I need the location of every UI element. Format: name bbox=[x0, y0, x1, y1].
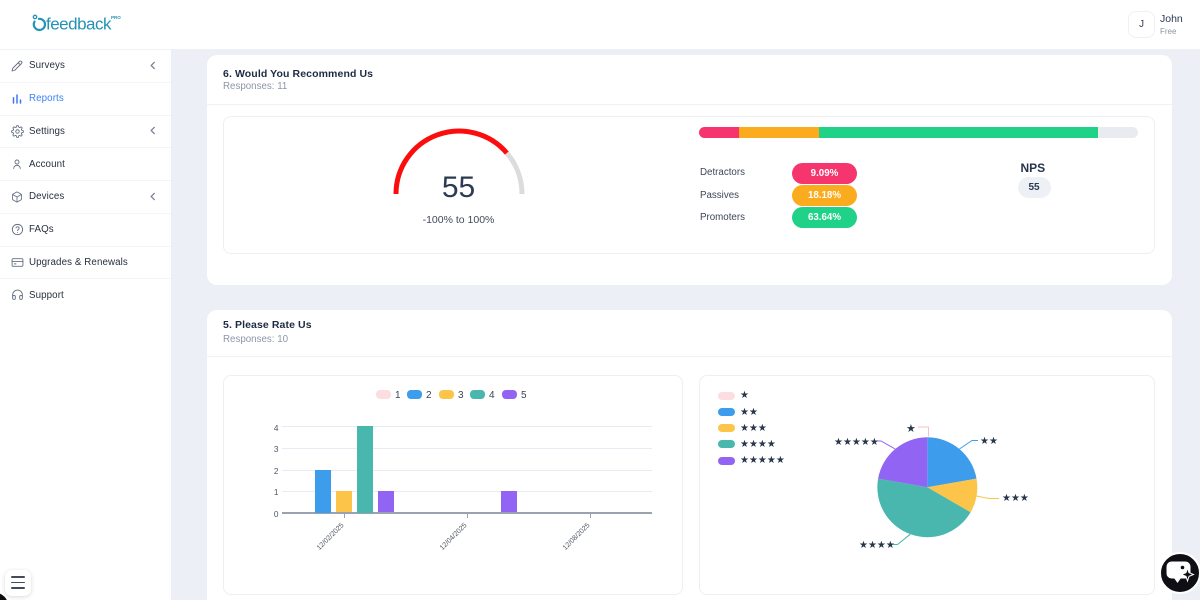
svg-text:feedback: feedback bbox=[46, 15, 112, 34]
svg-text:PRO: PRO bbox=[111, 15, 121, 20]
